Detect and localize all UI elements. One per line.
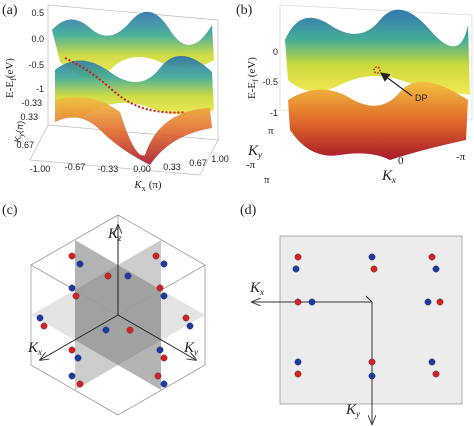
y-tick-label: 0.33 — [20, 112, 38, 122]
panel-a: (a) E-Ef(eV) 0.5 0.0 -0.5 -1 -0.33 0.33 … — [2, 3, 229, 193]
atom-red — [294, 253, 302, 261]
atom-red — [432, 370, 440, 378]
axis-label: Ky — [345, 402, 360, 419]
y-axis-label: Ky — [247, 143, 262, 160]
dirac-point — [373, 66, 381, 74]
axis — [40, 314, 119, 360]
x-tick-label: -1.00 — [30, 164, 51, 174]
y-tick-label: -0.33 — [21, 98, 42, 108]
atom-blue — [368, 372, 376, 380]
atom-group — [292, 253, 444, 380]
axis-label: Kx — [27, 340, 42, 357]
atom-red — [294, 298, 302, 306]
panel-label: (d) — [240, 203, 257, 218]
atom-red — [294, 370, 302, 378]
axis-box — [279, 4, 473, 121]
y-axis-label: Ky(π) — [12, 120, 28, 143]
atom-blue — [432, 265, 440, 273]
atom-red — [156, 284, 164, 292]
atom-red — [370, 265, 378, 273]
atom-red — [104, 272, 112, 280]
atom-red — [76, 380, 84, 388]
atom-blue — [292, 265, 300, 273]
atom-red — [68, 252, 76, 260]
atom-blue — [124, 272, 132, 280]
x-tick-label: -π — [456, 151, 466, 163]
atom-blue — [156, 346, 164, 354]
atom-red — [428, 253, 436, 261]
axis — [117, 314, 196, 360]
panel-label: (b) — [236, 3, 253, 18]
annotation: DP — [415, 93, 428, 103]
arrow — [380, 72, 413, 97]
axis-label: Ky — [183, 340, 198, 357]
atom-blue — [76, 260, 84, 268]
atom-group — [36, 252, 194, 388]
x-axis-label: Kx — [381, 168, 396, 185]
z-tick-label: 0.0 — [31, 34, 44, 44]
y-tick-label: 0.67 — [16, 140, 34, 150]
y-tick-label: π — [268, 125, 274, 137]
atom-blue — [160, 260, 168, 268]
atom-blue — [160, 292, 168, 300]
atom-blue — [186, 322, 194, 330]
x-tick-label: π — [264, 174, 270, 186]
x-tick-label: 1.00 — [211, 154, 229, 164]
atom-red — [40, 322, 48, 330]
x-tick-label: -0.33 — [98, 164, 119, 174]
atom-blue — [294, 358, 302, 366]
atom-red — [160, 354, 168, 362]
panel-d: (d) Kx Ky — [240, 203, 463, 424]
atom-blue — [68, 372, 76, 380]
atom-blue — [36, 314, 44, 322]
z-tick-label: 0.5 — [31, 8, 44, 18]
surface — [55, 96, 212, 165]
atom-blue — [68, 284, 76, 292]
x-tick-label: 0 — [398, 155, 404, 167]
atom-red — [436, 298, 444, 306]
atom-blue — [160, 380, 168, 388]
panel-b: (b) DP E-Ef(eV) 0 -0.5 -1 π -π Ky π 0 -π… — [236, 3, 473, 186]
z-tick-label: -0.5 — [28, 60, 44, 70]
axis-box — [29, 4, 219, 176]
panel-label: (c) — [2, 203, 18, 218]
atom-red — [72, 292, 80, 300]
axis-label: Kz — [107, 226, 122, 243]
z-tick-label: -1 — [36, 84, 44, 94]
atom-red — [152, 252, 160, 260]
surface — [288, 81, 468, 160]
panel-label: (a) — [2, 3, 18, 18]
x-tick-label: 0.00 — [133, 164, 151, 174]
atom-blue — [74, 354, 82, 362]
x-tick-label: -0.67 — [65, 162, 86, 172]
x-tick-label: 0.67 — [189, 158, 207, 168]
atom-red — [68, 346, 76, 354]
z-axis-label: E-Ef(eV) — [4, 58, 18, 98]
atom-red — [368, 358, 376, 366]
atom-blue — [368, 253, 376, 261]
atom-blue — [424, 298, 432, 306]
axis — [365, 295, 373, 303]
y-tick-label: -π — [246, 159, 256, 171]
atom-blue — [428, 358, 436, 366]
axis-label: Kx — [249, 280, 264, 297]
atom-blue — [308, 298, 316, 306]
z-tick-label: 0 — [273, 47, 278, 57]
x-axis-label: Kx (π) — [133, 179, 162, 193]
atom-red — [126, 326, 134, 334]
z-tick-label: -1 — [270, 108, 278, 118]
atom-red — [154, 372, 162, 380]
atom-red — [182, 314, 190, 322]
z-axis-label: E-Ef(eV) — [246, 57, 260, 99]
surface — [285, 9, 470, 95]
x-tick-label: 0.33 — [163, 162, 181, 172]
z-tick-label: -0.5 — [262, 77, 278, 87]
panel-c: (c) Kz Kx Ky — [2, 203, 206, 416]
atom-blue — [102, 326, 110, 334]
